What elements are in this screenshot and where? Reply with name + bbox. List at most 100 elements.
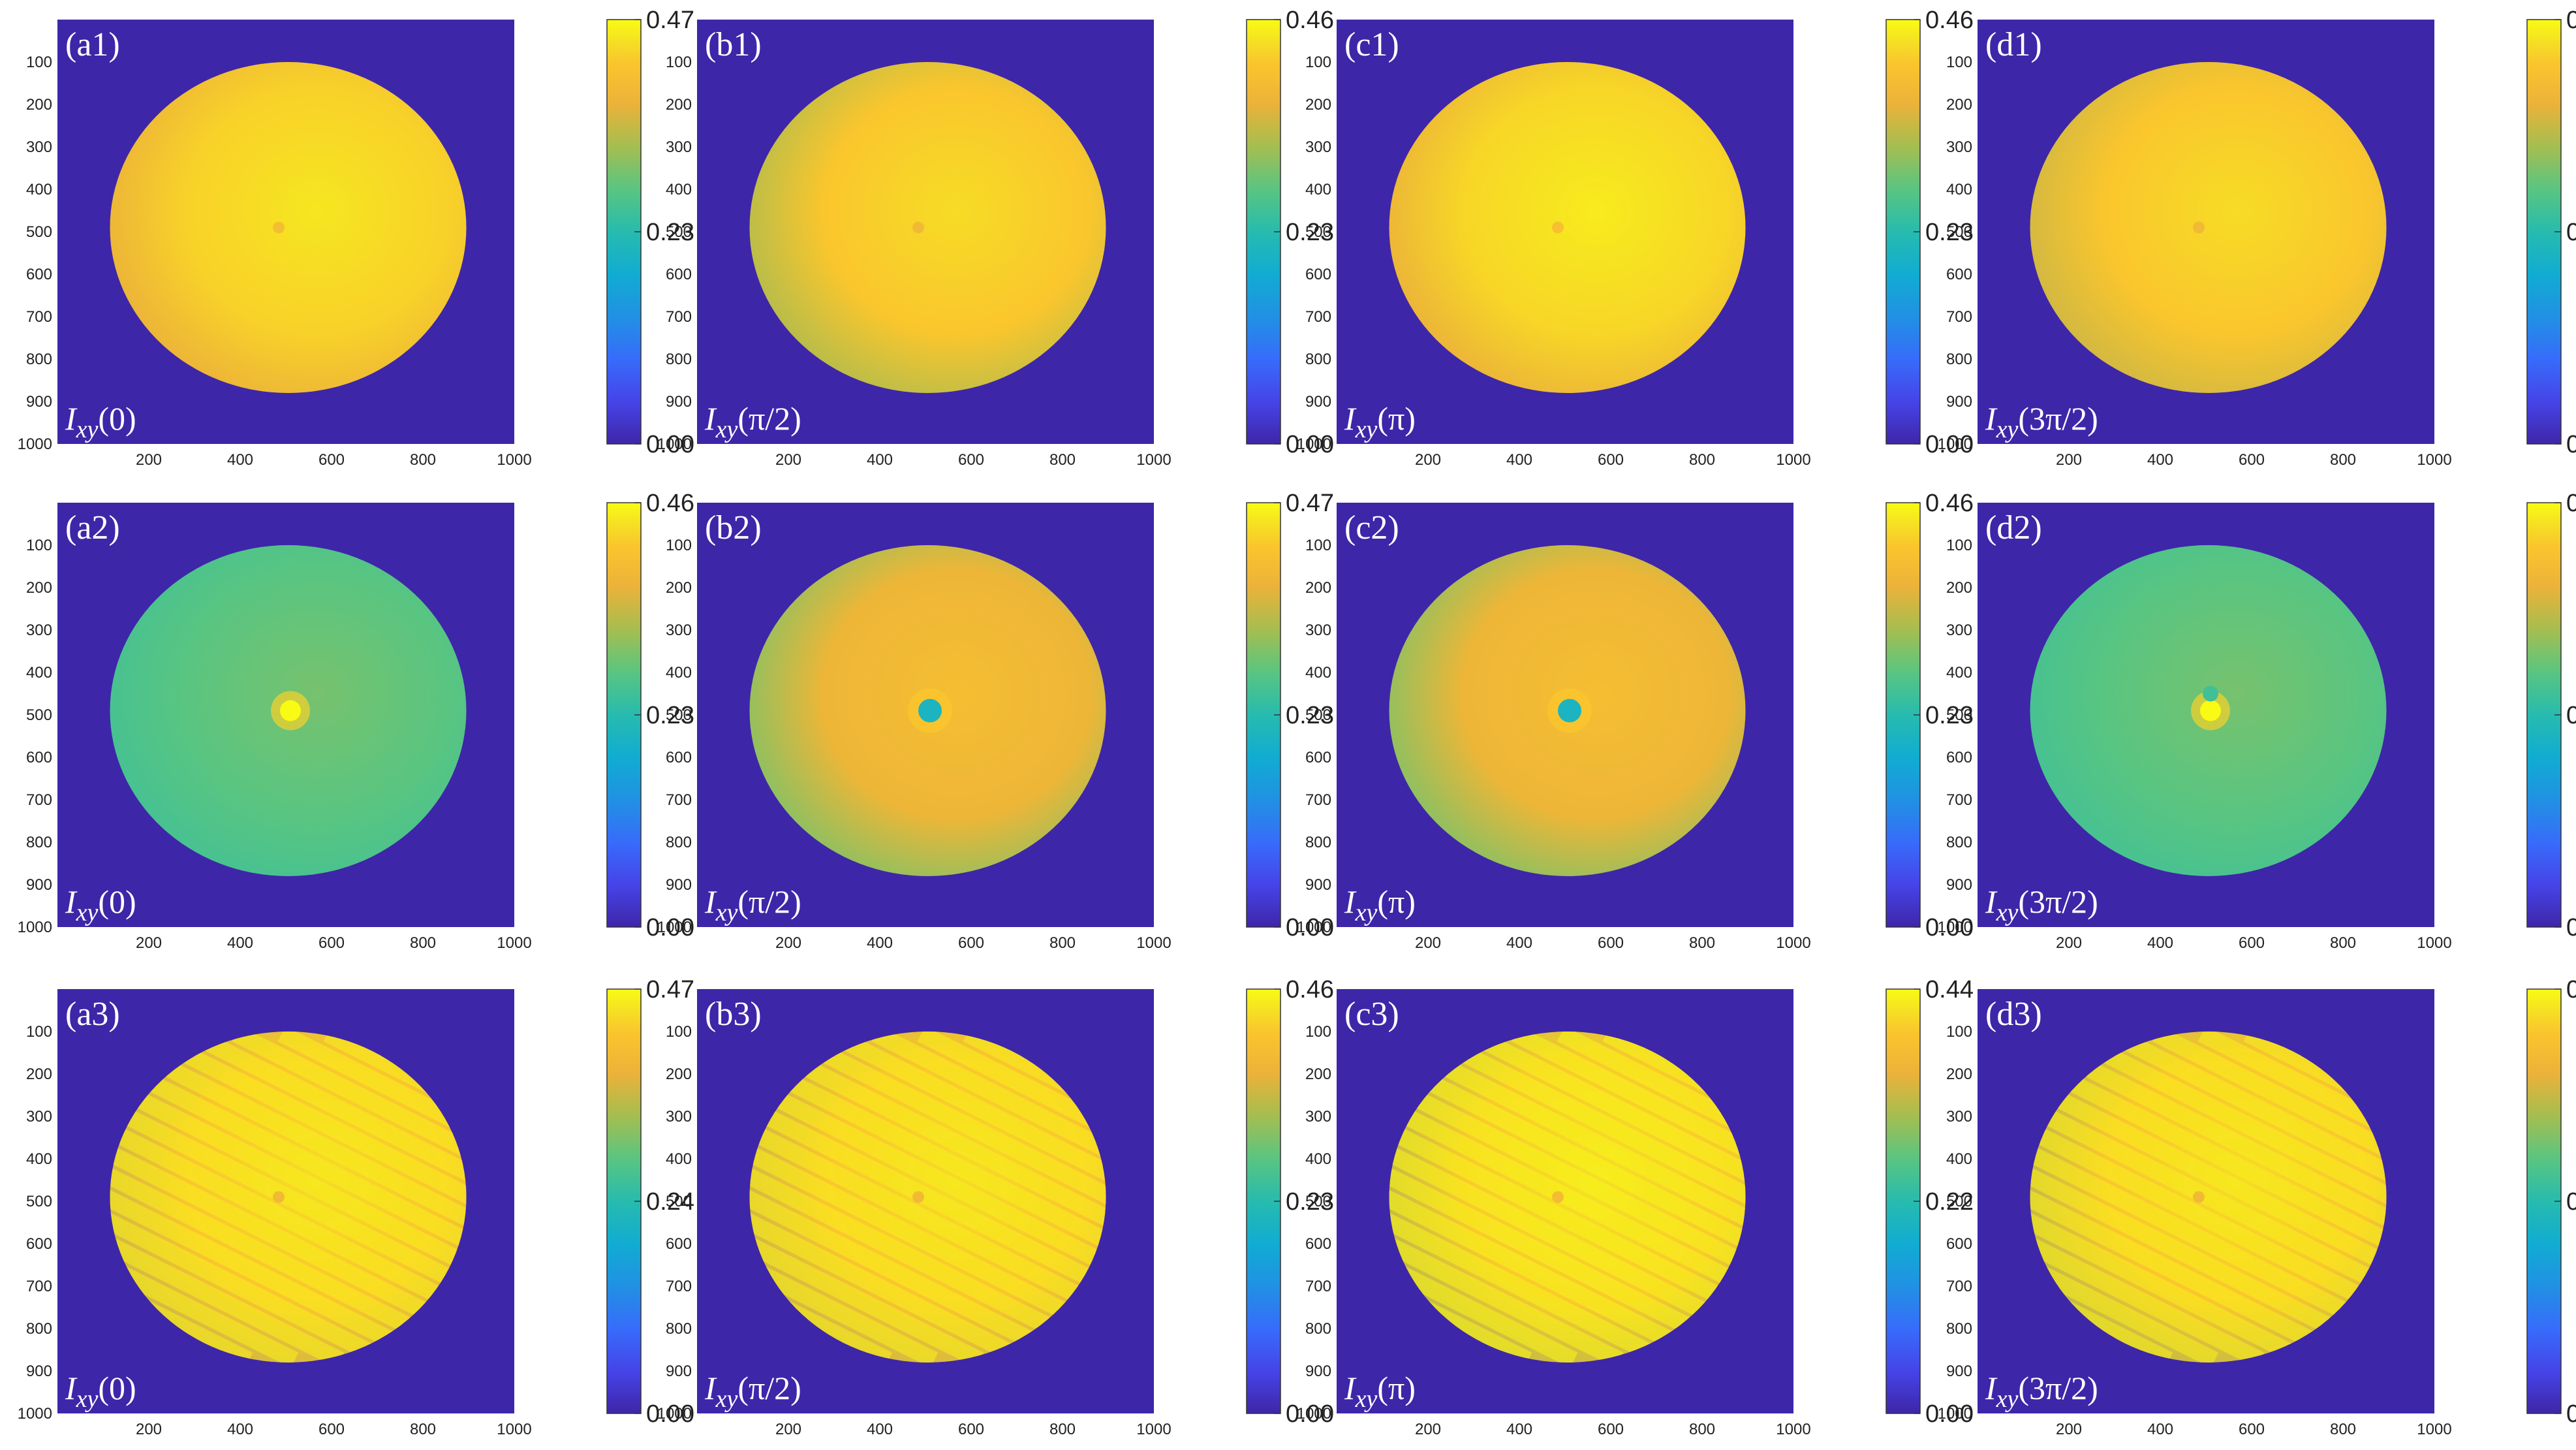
- colorbar-tick-label: 0.23: [1286, 219, 1334, 246]
- fringe-line: [110, 1032, 345, 1363]
- x-tick-label: 200: [1415, 1421, 1441, 1438]
- y-tick-label: 1000: [1297, 919, 1331, 936]
- y-tick-label: 900: [1305, 393, 1331, 411]
- y-tick-label: 900: [26, 393, 52, 411]
- panel-a2: 100 200 300 400 500 600 700 800 900 1000 200 400 600…: [18, 490, 694, 952]
- colorbar-tick-label: 0.44: [1925, 976, 1974, 1003]
- y-tick-label: 400: [1946, 1150, 1972, 1168]
- intensity-disk: [1389, 62, 1746, 393]
- x-tick-label: 400: [2147, 934, 2173, 952]
- fringe-line: [749, 1032, 939, 1363]
- panel-d1: 100 200 300 400 500 600 700 800 900 1000 200 400 600…: [1938, 7, 2576, 469]
- fringe-line: [2197, 1032, 2387, 1363]
- y-tick-label: 600: [666, 266, 692, 283]
- fringe-line: [749, 1032, 1106, 1363]
- y-tick-label: 600: [26, 749, 52, 766]
- colorbar-tick-label: 0.00: [646, 1400, 694, 1428]
- x-tick-label: 200: [2056, 451, 2082, 469]
- x-tick-label: 400: [867, 1421, 893, 1438]
- y-tick-label: 100: [1305, 54, 1331, 71]
- y-tick-label: 900: [666, 876, 692, 894]
- x-tick-label: 200: [1415, 451, 1441, 469]
- x-tick-label: 400: [2147, 451, 2173, 469]
- x-tick-label: 200: [136, 1421, 162, 1438]
- panel-label: (b2): [705, 509, 762, 546]
- center-speck: [273, 221, 285, 234]
- panel-d2: 100 200 300 400 500 600 700 800 900 1000 200 400 600…: [1938, 490, 2576, 952]
- y-tick-label: 700: [1305, 308, 1331, 326]
- y-tick-label: 400: [26, 181, 52, 198]
- panel-label: (a3): [65, 996, 120, 1033]
- colorbar-tick-label: 0.00: [2566, 1400, 2576, 1428]
- colorbar-tick-label: 0.00: [1925, 914, 1974, 941]
- y-tick-label: 200: [666, 1065, 692, 1083]
- y-tick-label: 200: [1946, 96, 1972, 114]
- fringe-line: [110, 1032, 467, 1363]
- y-tick-label: 800: [666, 834, 692, 851]
- colorbar-tick-label: 0.00: [1925, 431, 1974, 458]
- y-tick-label: 400: [1305, 181, 1331, 198]
- fringe-line: [110, 1032, 390, 1363]
- panel-c1: 100 200 300 400 500 600 700 800 900 1000 200 400 600…: [1297, 7, 1974, 469]
- y-tick-label: 200: [1946, 1065, 1972, 1083]
- x-tick-label: 600: [958, 934, 984, 952]
- y-tick-label: 900: [1946, 1363, 1972, 1380]
- x-tick-label: 600: [1598, 934, 1624, 952]
- fringe-line: [1389, 1032, 1715, 1363]
- fringe-line: [1389, 1032, 1746, 1363]
- fringe-line: [2030, 1032, 2387, 1363]
- colorbar: [2526, 988, 2562, 1414]
- y-tick-label: 1000: [18, 1405, 52, 1423]
- fringe-line: [1389, 1032, 1578, 1363]
- x-tick-label: 600: [318, 1421, 345, 1438]
- fringe-line: [2030, 1032, 2356, 1363]
- y-tick-label: 500: [26, 706, 52, 724]
- x-tick-label: 800: [1689, 451, 1715, 469]
- x-tick-label: 400: [867, 451, 893, 469]
- formula-label: Ixy(0): [65, 1370, 136, 1413]
- y-tick-label: 200: [666, 579, 692, 597]
- y-tick-label: 300: [26, 1108, 52, 1126]
- center-side-spot: [2203, 686, 2218, 702]
- center-speck: [273, 1191, 285, 1203]
- formula-label: Ixy(π): [1344, 883, 1416, 926]
- colorbar-tick-label: 0.47: [646, 7, 694, 34]
- colorbar-tick-label: 0.23: [2566, 702, 2576, 729]
- colorbar-tick-label: 0.00: [1286, 914, 1334, 941]
- fringe-line: [749, 1032, 984, 1363]
- x-tick-label: 800: [410, 934, 436, 952]
- panel-c3: 100 200 300 400 500 600 700 800 900 1000 200 400 600…: [1297, 976, 1974, 1438]
- fringe-line: [2030, 1032, 2387, 1363]
- colorbar-tick-label: 0.46: [1286, 976, 1334, 1003]
- y-tick-label: 300: [26, 622, 52, 639]
- colorbar-tick-label: 0.00: [2566, 914, 2576, 941]
- y-tick-label: 600: [26, 266, 52, 283]
- colorbar-tick-label: 0.23: [1286, 702, 1334, 729]
- x-tick-label: 800: [1689, 934, 1715, 952]
- y-tick-label: 500: [1946, 223, 1972, 241]
- colorbar-tick-label: 0.22: [2566, 1188, 2576, 1216]
- y-tick-label: 300: [666, 1108, 692, 1126]
- center-speck: [2193, 221, 2205, 234]
- y-tick-label: 500: [1305, 223, 1331, 241]
- center-spot: [1558, 699, 1581, 723]
- y-tick-label: 1000: [657, 1405, 692, 1423]
- x-tick-label: 1000: [2417, 934, 2451, 952]
- colorbar-tick-label: 0.00: [1925, 1400, 1974, 1428]
- y-tick-label: 600: [1946, 1235, 1972, 1253]
- x-tick-label: 600: [2239, 934, 2265, 952]
- colorbar-tick-label: 0.00: [646, 914, 694, 941]
- colorbar-tick-label: 0.46: [1925, 7, 1974, 34]
- fringe-line: [2030, 1032, 2310, 1363]
- fringe-line: [749, 1032, 1030, 1363]
- fringe-line: [110, 1032, 467, 1363]
- y-tick-label: 700: [666, 791, 692, 809]
- fringe-line: [749, 1032, 1106, 1363]
- panel-label: (b1): [705, 26, 762, 63]
- x-tick-label: 600: [318, 934, 345, 952]
- x-tick-label: 600: [1598, 451, 1624, 469]
- colorbar-tick-label: 0.23: [1286, 1188, 1334, 1216]
- x-tick-label: 400: [227, 934, 253, 952]
- formula-label: Ixy(0): [65, 400, 136, 443]
- x-tick-label: 400: [867, 934, 893, 952]
